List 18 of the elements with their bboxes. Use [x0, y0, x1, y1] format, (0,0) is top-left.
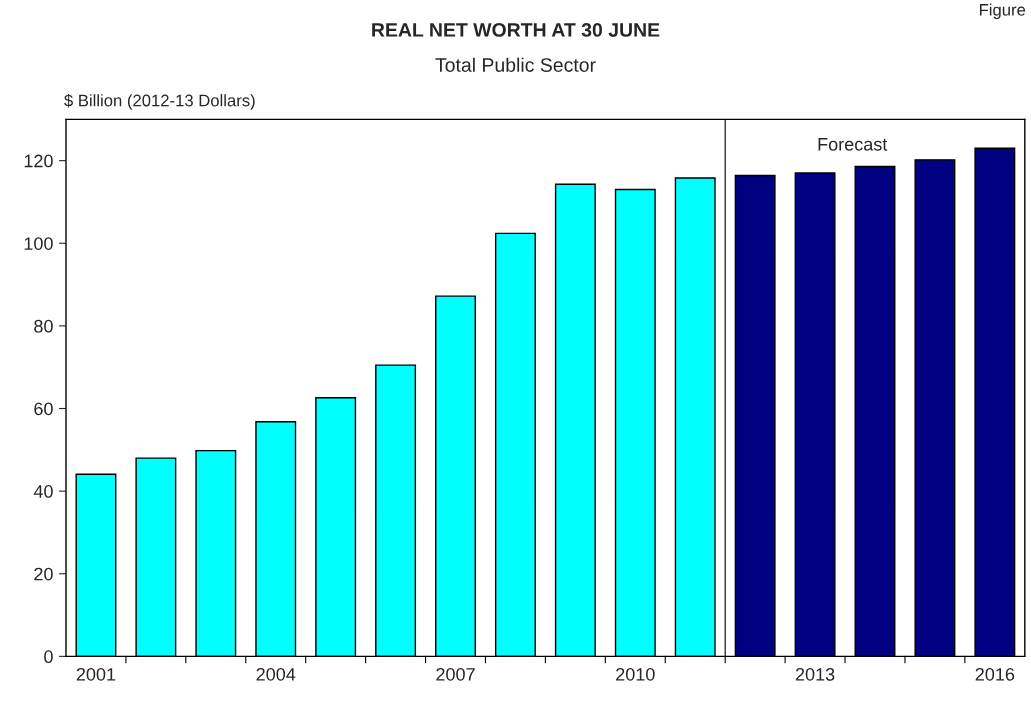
y-tick-label: 100	[24, 237, 53, 250]
y-tick-label: 40	[33, 485, 53, 498]
chart-title: REAL NET WORTH AT 30 JUNE	[372, 23, 660, 37]
y-tick-label: 60	[34, 402, 53, 416]
y-tick-label: 120	[24, 154, 53, 168]
x-tick-label: 2013	[795, 667, 835, 681]
y-axis-title: $ Billion (2012-13 Dollars)	[64, 93, 255, 110]
x-tick-label: 2010	[616, 667, 655, 681]
x-tick-label: 2007	[436, 667, 475, 681]
y-tick-label: 20	[34, 567, 53, 581]
chart-subtitle: Total Public Sector	[435, 57, 596, 72]
y-tick-label: 0	[44, 650, 53, 664]
x-tick-label: 2001	[76, 667, 116, 681]
x-tick-label: 2016	[975, 667, 1015, 681]
text: Figure	[979, 3, 1026, 20]
y-tick-label: 80	[34, 319, 53, 333]
annotation: Forecast	[818, 138, 888, 151]
x-tick-label: 2004	[256, 667, 296, 681]
